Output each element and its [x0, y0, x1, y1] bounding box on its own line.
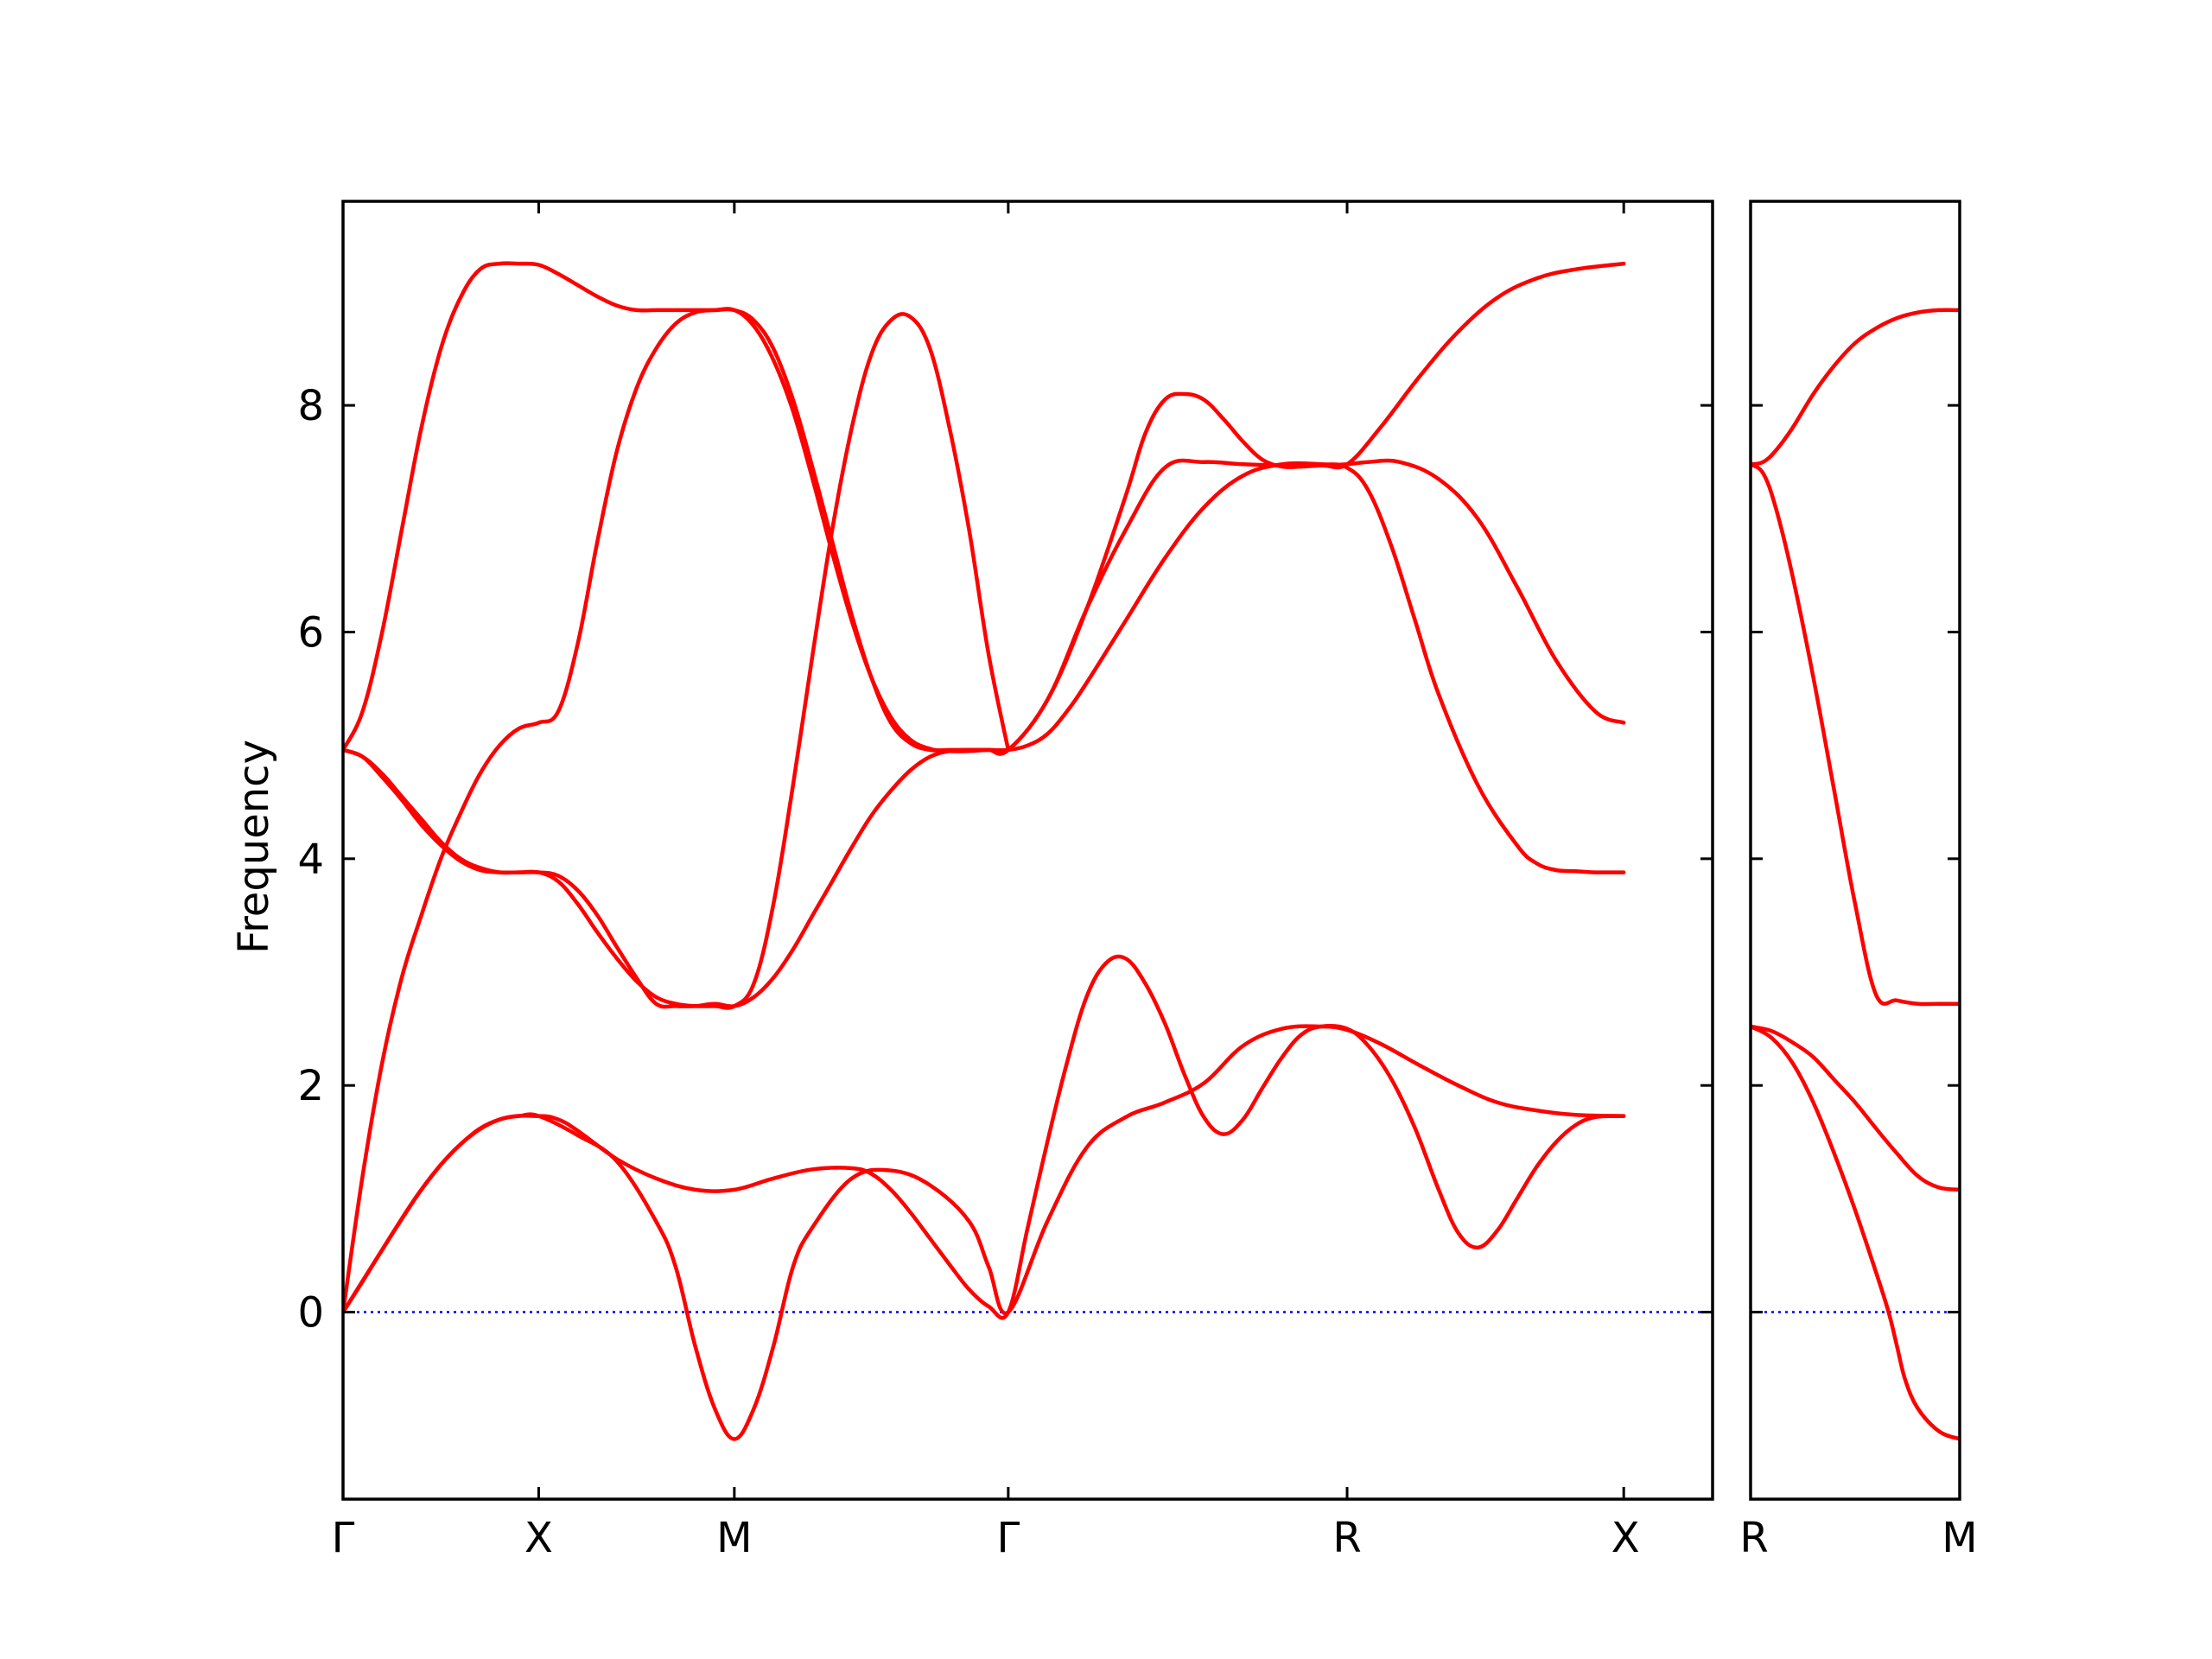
x-tick-label-R: R	[1739, 1514, 1768, 1562]
phonon-band-2	[343, 954, 1626, 1320]
phonon-band-4	[343, 391, 1626, 1009]
plot-frame	[1749, 200, 1961, 1501]
y-tick-label: 8	[297, 382, 324, 430]
x-tick-label-Γ: Γ	[996, 1514, 1020, 1562]
x-tick-label-M: M	[716, 1514, 752, 1562]
x-tick-label-Γ: Γ	[332, 1514, 355, 1562]
y-tick-label: 0	[297, 1289, 324, 1338]
x-tick-label-M: M	[1942, 1514, 1977, 1562]
x-tick-label-X: X	[1611, 1514, 1640, 1562]
phonon-band-1	[1751, 1024, 1960, 1441]
phonon-band-6	[343, 261, 1626, 756]
band-panel-main: 0 2 4 6 8 Γ X M Γ R X	[297, 200, 1714, 1562]
y-axis-label: Frequency	[230, 740, 278, 954]
bands-group	[1751, 308, 1960, 1441]
phonon-band-2	[1751, 1024, 1960, 1192]
y-tick-label: 4	[297, 836, 324, 884]
bands-group	[343, 261, 1626, 1441]
phonon-band-4	[1751, 308, 1960, 467]
phonon-band-5	[343, 312, 1011, 1010]
y-tick-label: 6	[297, 608, 324, 657]
x-tick-label-X: X	[524, 1514, 553, 1562]
x-tick-label-R: R	[1332, 1514, 1361, 1562]
phonon-band-3	[1751, 462, 1960, 1007]
phonon-band-1	[343, 1024, 1626, 1441]
phonon-band-3	[343, 307, 1626, 1314]
y-tick-label: 2	[297, 1062, 324, 1110]
plot-frame	[341, 200, 1714, 1501]
